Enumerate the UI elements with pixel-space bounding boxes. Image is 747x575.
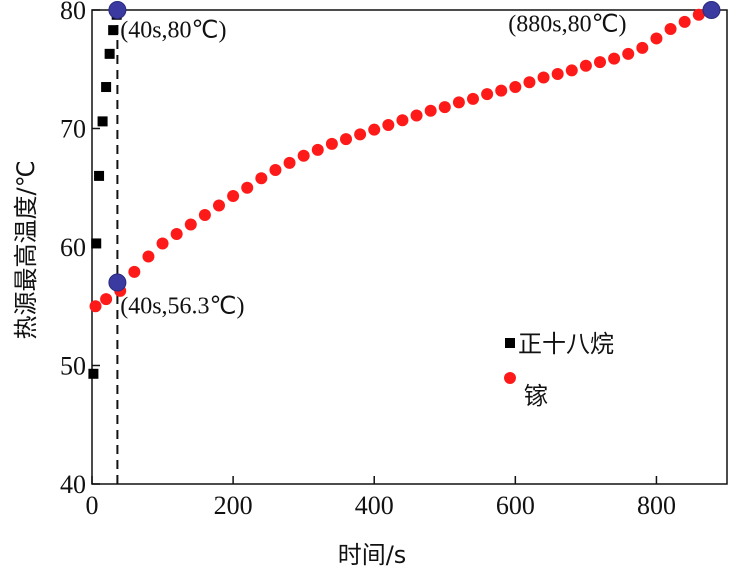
gallium-point — [481, 88, 494, 101]
x-tick-label: 0 — [86, 491, 99, 520]
gallium-point — [340, 133, 352, 146]
gallium-point — [128, 265, 141, 278]
y-tick-label: 70 — [60, 115, 86, 144]
y-tick-label: 60 — [60, 233, 86, 262]
key-point-marker — [108, 273, 127, 292]
gallium-point — [509, 81, 522, 94]
gallium-point — [396, 114, 409, 127]
x-tick-label: 800 — [637, 491, 676, 520]
n-octadecane-point — [104, 48, 115, 59]
gallium-point — [255, 172, 268, 185]
gallium-point — [523, 76, 536, 89]
x-axis-title: 时间/s — [338, 541, 407, 569]
point-annotation: (40s,80℃) — [120, 17, 226, 43]
legend-circle-marker — [504, 372, 516, 384]
data-marks — [88, 1, 721, 379]
legend: 正十八烷 镓 — [504, 330, 614, 410]
gallium-point — [269, 163, 282, 176]
gallium-point — [325, 137, 338, 150]
n-octadecane-point — [91, 238, 102, 249]
gallium-point — [636, 41, 649, 54]
n-octadecane-point — [94, 170, 105, 181]
gallium-point — [368, 123, 381, 136]
gallium-point — [650, 32, 663, 45]
x-tick-label: 400 — [355, 491, 394, 520]
plot-frame — [91, 9, 728, 485]
gallium-point — [495, 84, 508, 97]
gallium-point — [467, 92, 479, 105]
gallium-point — [241, 181, 254, 194]
y-axis-title: 热源最高温度/℃ — [12, 160, 40, 339]
legend-square-marker — [505, 338, 515, 348]
x-axis-ticks: 0 200 400 600 800 — [86, 476, 676, 520]
gallium-point — [537, 71, 550, 84]
gallium-point — [170, 227, 183, 240]
gallium-point — [664, 22, 677, 35]
gallium-point — [438, 101, 451, 114]
n-octadecane-point — [88, 368, 99, 379]
x-tick-label: 600 — [496, 491, 535, 520]
annotations: (40s,80℃) (880s,80℃) (40s,56.3℃) — [120, 11, 626, 319]
gallium-point — [551, 67, 564, 80]
gallium-point — [579, 59, 592, 72]
gallium-point — [297, 149, 310, 162]
gallium-point — [452, 96, 465, 109]
legend-label-n-octadecane: 正十八烷 — [518, 330, 614, 358]
gallium-point — [608, 52, 621, 65]
y-tick-label: 50 — [60, 352, 86, 381]
gallium-point — [198, 209, 211, 222]
gallium-point — [156, 237, 169, 250]
gallium-point — [100, 293, 113, 306]
gallium-point — [594, 56, 606, 69]
y-tick-label: 80 — [60, 0, 86, 25]
gallium-point — [283, 156, 296, 169]
n-octadecane-point — [108, 25, 119, 36]
point-annotation: (40s,56.3℃) — [120, 293, 244, 319]
legend-label-gallium: 镓 — [524, 382, 548, 410]
gallium-point — [692, 8, 705, 21]
gallium-point — [424, 104, 437, 117]
gallium-point — [89, 300, 102, 313]
key-point-marker — [702, 1, 721, 19]
gallium-point — [622, 47, 635, 60]
y-tick-label: 40 — [60, 470, 86, 499]
point-annotation: (880s,80℃) — [508, 11, 626, 37]
gallium-point — [227, 190, 240, 203]
gallium-point — [678, 15, 691, 28]
n-octadecane-point — [97, 116, 108, 127]
gallium-point — [213, 199, 225, 212]
key-point-marker — [108, 1, 127, 19]
gallium-point — [565, 64, 578, 77]
gallium-point — [354, 128, 367, 141]
gallium-point — [410, 109, 423, 122]
gallium-point — [311, 143, 324, 156]
gallium-point — [142, 250, 155, 263]
gallium-point — [184, 218, 197, 231]
x-tick-label: 200 — [214, 491, 253, 520]
y-axis-ticks: 40 50 60 70 80 — [60, 0, 100, 499]
gallium-point — [382, 118, 395, 131]
n-octadecane-point — [101, 82, 112, 93]
